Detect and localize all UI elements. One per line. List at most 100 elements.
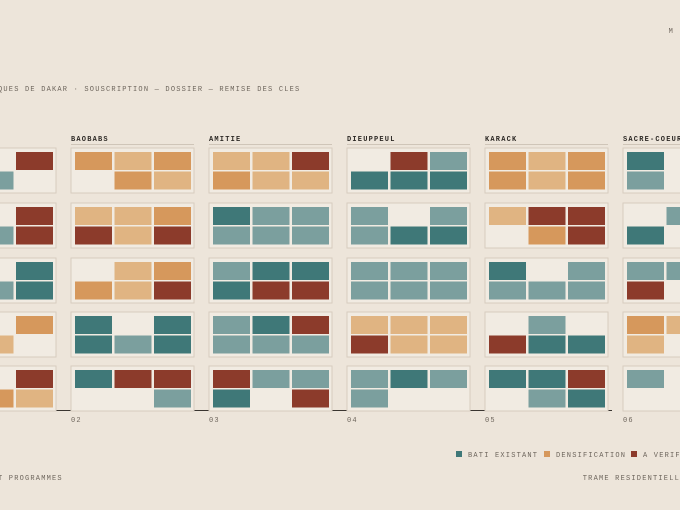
cell (114, 171, 152, 190)
legend-swatch (456, 451, 462, 457)
column-header: SACRE-COEUR (623, 136, 680, 144)
cell (430, 171, 467, 190)
cell (16, 370, 53, 388)
cell (528, 207, 566, 225)
cell (292, 207, 329, 225)
cell (75, 370, 112, 388)
cell (528, 370, 566, 388)
cell (292, 370, 329, 388)
cell (390, 335, 428, 354)
legend: BATI EXISTANT DENSIFICATION A VERIFIE (456, 451, 680, 460)
cell (627, 262, 664, 280)
cell (666, 207, 680, 225)
title: QUES DE DAKAR · SOUSCRIPTION — DOSSIER —… (0, 86, 300, 94)
cell (213, 316, 250, 334)
cell (430, 335, 467, 354)
cell (627, 281, 664, 300)
cell (114, 281, 152, 300)
cell (627, 316, 664, 334)
cell (154, 207, 191, 225)
cell (292, 316, 329, 334)
column-header: DIEUPPEUL (347, 136, 396, 144)
cell (627, 226, 664, 245)
column-index: 04 (347, 417, 358, 425)
cell (430, 226, 467, 245)
cell (114, 335, 152, 354)
column-header: BAOBABS (71, 136, 109, 144)
column-index: 05 (485, 417, 496, 425)
legend-label: BATI EXISTANT (468, 452, 538, 460)
cell (390, 152, 428, 170)
cell (292, 226, 329, 245)
column-index: 06 (623, 417, 634, 425)
legend-label: DENSIFICATION (556, 452, 626, 460)
column-index: 02 (71, 417, 82, 425)
cell (666, 262, 680, 280)
cell (213, 207, 250, 225)
cell (16, 152, 53, 170)
cell (430, 370, 467, 388)
cell (489, 207, 526, 225)
cell (390, 262, 428, 280)
legend-label: A VERIFIE (643, 452, 680, 460)
cell (75, 316, 112, 334)
cell (16, 207, 53, 225)
column-index: 03 (209, 417, 220, 425)
cell (351, 281, 388, 300)
cell (666, 316, 680, 334)
cell (351, 226, 388, 245)
cell (0, 281, 14, 300)
cell (568, 262, 605, 280)
cell (489, 281, 526, 300)
cell (252, 316, 290, 334)
cell (0, 389, 14, 408)
cell (0, 335, 14, 354)
cell (0, 171, 14, 190)
cell (351, 262, 388, 280)
cell (528, 171, 566, 190)
cell (292, 171, 329, 190)
cell (292, 152, 329, 170)
cell (568, 207, 605, 225)
cell (489, 335, 526, 354)
cell (252, 171, 290, 190)
cell (430, 152, 467, 170)
cell (430, 207, 467, 225)
cell (528, 316, 566, 334)
cell (154, 316, 191, 334)
cell (252, 207, 290, 225)
cell (154, 281, 191, 300)
cell (16, 389, 53, 408)
cell (390, 226, 428, 245)
cell (154, 152, 191, 170)
cell (114, 226, 152, 245)
cell (114, 370, 152, 388)
cell (252, 226, 290, 245)
cell (16, 281, 53, 300)
cell (75, 281, 112, 300)
cell (430, 316, 467, 334)
legend-swatch (631, 451, 637, 457)
cell (568, 171, 605, 190)
footer-left: T PROGRAMMES (0, 475, 63, 483)
blocks: BAOBABS 02 AMITIE 03 DIEUPPEUL 04 KARACK 05 SACR… (0, 136, 680, 425)
cell (154, 171, 191, 190)
cell (568, 281, 605, 300)
cell (75, 207, 112, 225)
cell (0, 226, 14, 245)
cell (489, 370, 526, 388)
cell (154, 262, 191, 280)
cell (213, 262, 250, 280)
cell (627, 370, 664, 388)
cell (528, 152, 566, 170)
cell (16, 316, 53, 334)
column-header: KARACK (485, 136, 517, 144)
cell (252, 262, 290, 280)
cell (568, 152, 605, 170)
corner-label: M (669, 28, 674, 36)
cell (390, 370, 428, 388)
cell (75, 335, 112, 354)
cell (292, 389, 329, 408)
cell (213, 281, 250, 300)
